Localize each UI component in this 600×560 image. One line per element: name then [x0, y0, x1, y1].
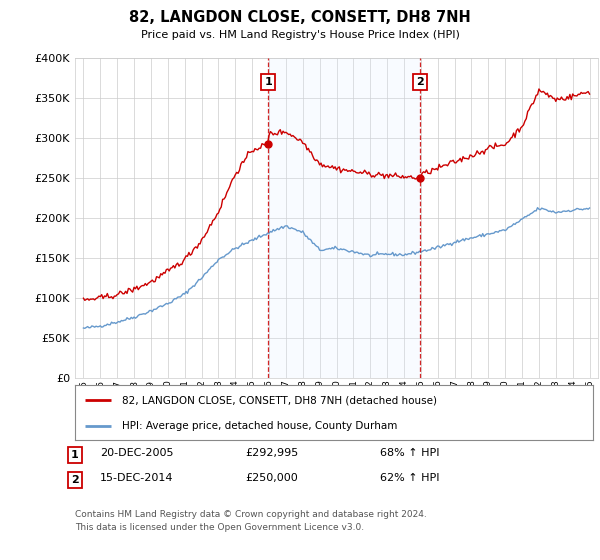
Text: £250,000: £250,000	[245, 473, 298, 483]
Text: This data is licensed under the Open Government Licence v3.0.: This data is licensed under the Open Gov…	[75, 523, 364, 532]
Text: 2: 2	[416, 77, 424, 87]
Text: 15-DEC-2014: 15-DEC-2014	[100, 473, 173, 483]
Text: 82, LANGDON CLOSE, CONSETT, DH8 7NH (detached house): 82, LANGDON CLOSE, CONSETT, DH8 7NH (det…	[122, 395, 437, 405]
Text: 20-DEC-2005: 20-DEC-2005	[100, 448, 173, 458]
Text: Price paid vs. HM Land Registry's House Price Index (HPI): Price paid vs. HM Land Registry's House …	[140, 30, 460, 40]
Text: Contains HM Land Registry data © Crown copyright and database right 2024.: Contains HM Land Registry data © Crown c…	[75, 510, 427, 519]
Text: 68% ↑ HPI: 68% ↑ HPI	[380, 448, 439, 458]
Text: 1: 1	[71, 450, 79, 460]
Text: £292,995: £292,995	[245, 448, 298, 458]
Text: 2: 2	[71, 475, 79, 485]
Text: HPI: Average price, detached house, County Durham: HPI: Average price, detached house, Coun…	[122, 421, 397, 431]
Text: 82, LANGDON CLOSE, CONSETT, DH8 7NH: 82, LANGDON CLOSE, CONSETT, DH8 7NH	[129, 10, 471, 25]
Bar	[268, 58, 420, 378]
Text: 62% ↑ HPI: 62% ↑ HPI	[380, 473, 439, 483]
Text: 1: 1	[265, 77, 272, 87]
